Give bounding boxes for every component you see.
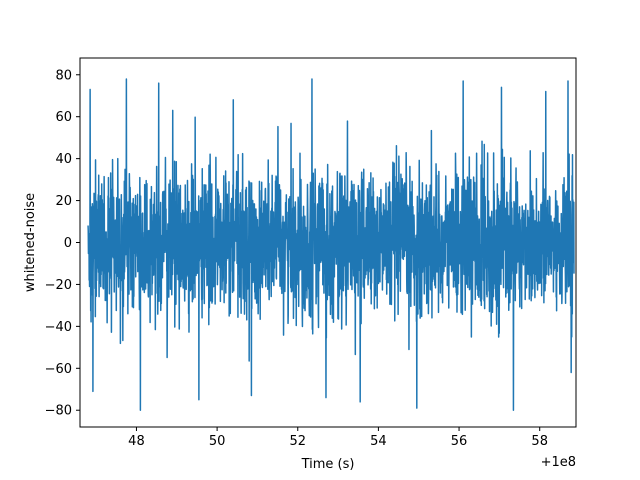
y-tick-label: −40 <box>45 320 72 335</box>
x-axis: 48 50 52 54 56 58 <box>128 427 548 449</box>
x-tick-label: 52 <box>289 434 306 449</box>
y-tick-label: 20 <box>55 194 72 209</box>
x-tick-label: 56 <box>451 434 468 449</box>
series-line-whitened-noise <box>87 78 575 411</box>
plot-area <box>87 78 575 411</box>
y-tick-label: −80 <box>45 404 72 419</box>
y-tick-label: −60 <box>45 362 72 377</box>
x-tick-label: 54 <box>370 434 387 449</box>
x-axis-label: Time (s) <box>301 457 355 472</box>
y-tick-label: 0 <box>64 236 72 251</box>
x-tick-label: 50 <box>209 434 226 449</box>
x-tick-label: 58 <box>531 434 548 449</box>
x-axis-offset-label: +1e8 <box>541 455 576 470</box>
y-axis-label: whitened-noise <box>23 193 38 292</box>
y-tick-label: −20 <box>45 278 72 293</box>
series-layer <box>87 78 575 411</box>
x-tick-label: 48 <box>128 434 145 449</box>
y-axis: −80 −60 −40 −20 0 20 40 60 80 <box>45 68 80 419</box>
y-tick-label: 80 <box>55 68 72 83</box>
y-tick-label: 60 <box>55 110 72 125</box>
y-tick-label: 40 <box>55 152 72 167</box>
